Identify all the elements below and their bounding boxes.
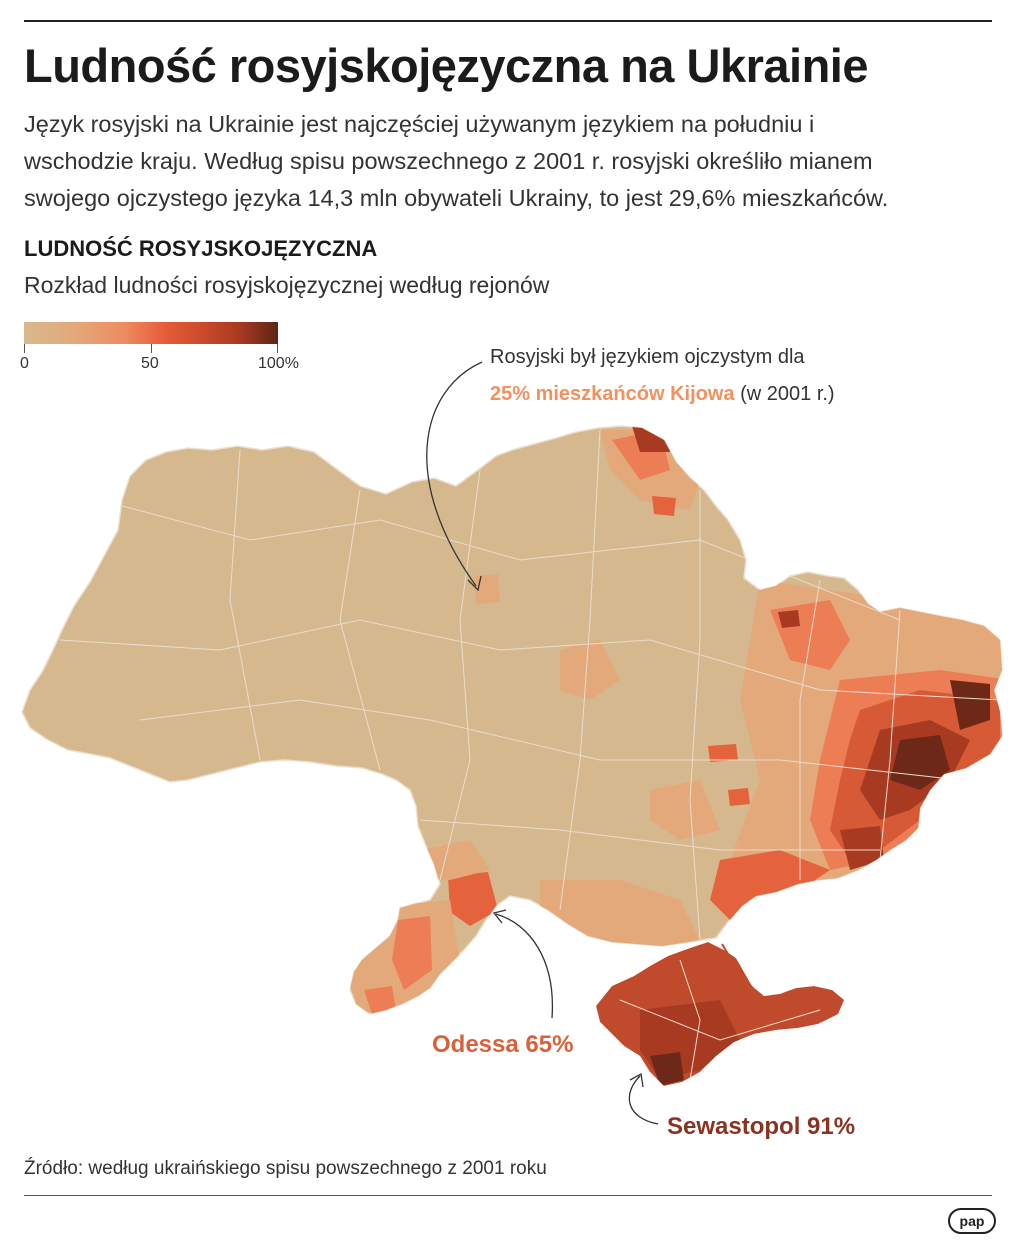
donbas-darkest-zone (890, 735, 950, 790)
budjak-mid-zone (392, 916, 432, 990)
dnipro-strong (708, 744, 738, 762)
odessa-arrowhead (492, 909, 507, 924)
page-title: Ludność rosyjskojęzyczna na Ukrainie (24, 39, 868, 92)
kyiv-annotation-line1: Rosyjski był językiem ojczystym dla (490, 346, 805, 368)
northeast-strong-spot (652, 496, 676, 516)
bottom-rule (24, 1195, 992, 1196)
dnipro-strong-2 (728, 788, 750, 806)
kyiv-annotation-suffix: (w 2001 r.) (734, 383, 835, 405)
kyiv-arrowhead (467, 575, 482, 592)
kyiv-annotation-highlight: 25% mieszkańców Kijowa (490, 383, 735, 405)
sevastopol-darkest (650, 1052, 684, 1086)
sevastopol-label: Sewastopol 91% (667, 1113, 856, 1140)
legend-tick-100 (277, 344, 278, 353)
kyiv-annotation-line2: 25% mieszkańców Kijowa (w 2001 r.) (490, 383, 835, 406)
odessa-zone (448, 872, 498, 926)
pap-logo: pap (948, 1208, 996, 1234)
mariupol-dark (840, 826, 884, 870)
lead-text: Język rosyjski na Ukrainie jest najczęśc… (24, 106, 1004, 217)
sevastopol-arrowhead (629, 1072, 644, 1088)
lead-line-1: Język rosyjski na Ukrainie jest najczęśc… (24, 111, 815, 137)
region-boundaries (59, 429, 1001, 1081)
top-rule (24, 20, 992, 22)
kyiv-arrow (426, 361, 483, 587)
odessa-arrow (495, 913, 554, 1019)
central-light-spot-2 (650, 780, 720, 840)
central-light-spot-1 (560, 640, 620, 700)
kharkiv-dark (778, 610, 800, 628)
lead-line-2: wschodzie kraju. Według spisu powszechne… (24, 148, 873, 174)
section-subtitle: Rozkład ludności rosyjskojęzycznej wedłu… (24, 272, 550, 298)
odessa-light (420, 840, 490, 880)
kerch-strong (770, 990, 844, 1026)
luhansk-darkest (950, 680, 990, 730)
legend-label-100: 100% (258, 355, 299, 372)
odessa-label: Odessa 65% (432, 1031, 574, 1058)
budjak-mid-zone-2 (364, 986, 396, 1014)
section-title: LUDNOŚĆ ROSYJSKOJĘZYCZNA (24, 236, 378, 261)
legend-label-50: 50 (141, 355, 159, 372)
lead-line-3: swojego ojczystego języka 14,3 mln obywa… (24, 185, 889, 211)
legend-tick-0 (24, 344, 25, 353)
legend-label-0: 0 (20, 355, 29, 372)
source-note: Źródło: według ukraińskiego spisu powsze… (24, 1158, 547, 1179)
kyiv-spot (474, 574, 500, 604)
arabat-spit (721, 943, 769, 1007)
legend-tick-50 (151, 344, 152, 353)
legend-color-bar (24, 322, 278, 344)
sevastopol-arrow (628, 1075, 659, 1125)
